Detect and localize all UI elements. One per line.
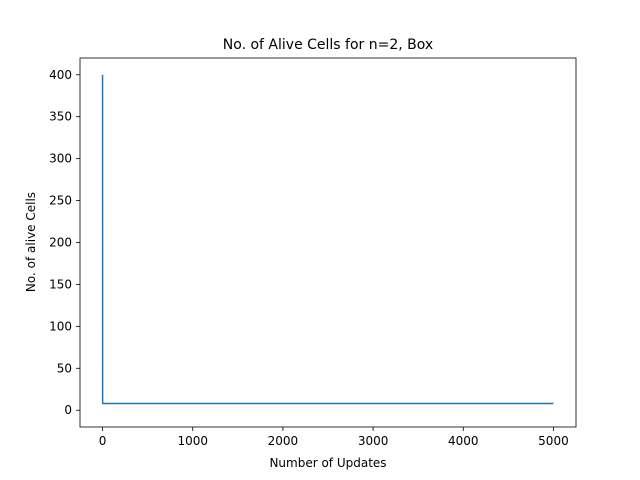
series-line (101, 74, 554, 405)
y-tick-label: 400 (49, 68, 72, 82)
y-axis: 0 50 100 150 200 250 300 350 400 (49, 68, 80, 417)
x-axis: 0 1000 2000 3000 4000 5000 (99, 427, 569, 448)
x-tick-label: 4000 (448, 434, 479, 448)
y-tick-label: 100 (49, 319, 72, 333)
x-axis-label: Number of Updates (269, 456, 386, 470)
y-tick-label: 300 (49, 152, 72, 166)
y-tick-label: 200 (49, 236, 72, 250)
plot-area (101, 74, 554, 405)
x-tick-label: 2000 (268, 434, 299, 448)
x-tick-label: 0 (99, 434, 107, 448)
chart-title: No. of Alive Cells for n=2, Box (223, 37, 433, 53)
x-tick-label: 3000 (358, 434, 389, 448)
y-tick-label: 0 (64, 403, 72, 417)
y-axis-label: No. of alive Cells (24, 192, 38, 292)
y-tick-label: 150 (49, 277, 72, 291)
y-tick-label: 50 (57, 361, 72, 375)
y-tick-label: 250 (49, 194, 72, 208)
x-tick-label: 5000 (538, 434, 569, 448)
x-tick-label: 1000 (177, 434, 208, 448)
y-tick-label: 350 (49, 110, 72, 124)
